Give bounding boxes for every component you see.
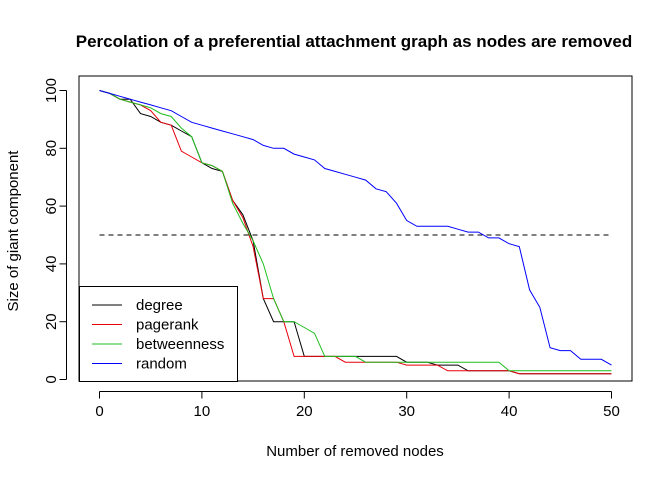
x-tick-label: 20 (296, 403, 313, 420)
series-line-betweenness (99, 90, 612, 372)
x-tick-label: 50 (603, 403, 620, 420)
series-layer (99, 90, 612, 375)
x-tick-label: 40 (501, 403, 518, 420)
x-tick-label: 30 (398, 403, 415, 420)
series-line-pagerank (99, 90, 612, 375)
x-tick-label: 10 (194, 403, 211, 420)
legend-label-pagerank: pagerank (136, 317, 199, 334)
series-line-random (99, 90, 612, 366)
y-axis: 0 20 40 60 80 100 (43, 78, 67, 384)
x-axis: 0 10 20 30 40 50 (95, 391, 620, 420)
legend-label-degree: degree (136, 297, 183, 314)
y-tick-label: 60 (43, 198, 60, 215)
legend-label-random: random (136, 356, 187, 373)
plot-frame (78, 75, 633, 382)
legend-label-betweenness: betweenness (136, 336, 224, 353)
legend: degree pagerank betweenness random (79, 286, 238, 382)
y-tick-label: 20 (43, 313, 60, 330)
x-tick-label: 0 (95, 403, 103, 420)
y-tick-label: 80 (43, 140, 60, 157)
y-tick-label: 0 (43, 375, 60, 383)
legend-box (79, 286, 238, 382)
chart-title: Percolation of a preferential attachment… (76, 32, 632, 51)
x-axis-label: Number of removed nodes (266, 443, 444, 460)
y-axis-label: Size of giant component (5, 150, 22, 312)
y-tick-label: 100 (43, 78, 60, 103)
y-tick-label: 40 (43, 256, 60, 273)
